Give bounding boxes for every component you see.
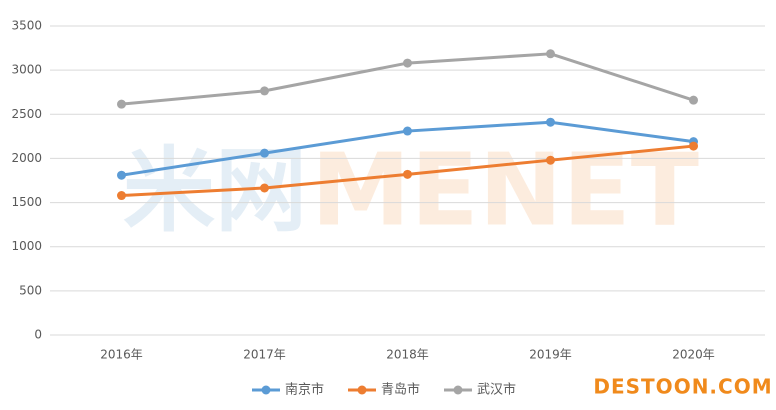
y-tick-label: 2000 [11, 151, 42, 165]
data-point [689, 95, 698, 105]
y-tick-label: 1000 [11, 239, 42, 253]
x-tick-label: 2020年 [672, 348, 715, 362]
y-tick-label: 3000 [11, 63, 42, 77]
data-point [546, 155, 555, 165]
y-tick-label: 3500 [11, 19, 42, 33]
data-point [117, 170, 126, 180]
data-point [260, 86, 269, 96]
x-tick-label: 2018年 [386, 348, 429, 362]
y-tick-label: 0 [34, 328, 42, 342]
x-tick-label: 2017年 [243, 348, 286, 362]
data-point [403, 58, 412, 68]
x-tick-label: 2019年 [529, 348, 572, 362]
data-point [403, 169, 412, 179]
data-point [260, 148, 269, 158]
data-point [117, 99, 126, 109]
data-point [546, 49, 555, 59]
y-tick-label: 500 [19, 283, 42, 297]
y-tick-label: 1500 [11, 195, 42, 209]
data-point [546, 117, 555, 127]
legend-label: 武汉市 [477, 382, 516, 398]
legend-marker [453, 385, 463, 395]
data-point [260, 183, 269, 193]
x-tick-label: 2016年 [100, 348, 143, 362]
legend-label: 南京市 [285, 382, 324, 398]
legend-marker [357, 385, 367, 395]
legend-marker [261, 385, 271, 395]
brand-watermark: DESTOON.COM [593, 375, 772, 399]
y-tick-label: 2500 [11, 107, 42, 121]
legend-label: 青岛市 [381, 382, 420, 398]
watermark: MENET [311, 131, 699, 248]
data-point [117, 191, 126, 201]
data-point [689, 141, 698, 151]
data-point [403, 126, 412, 136]
